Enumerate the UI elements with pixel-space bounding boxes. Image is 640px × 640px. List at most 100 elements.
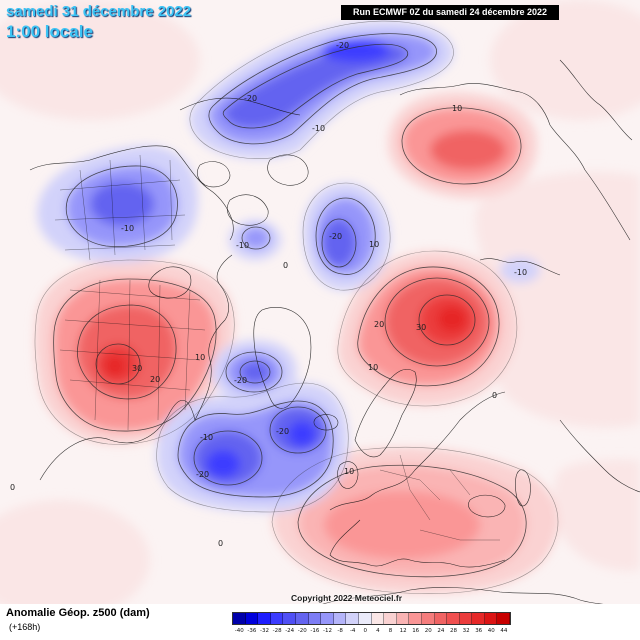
border-line	[59, 279, 206, 431]
contour-label: 20	[150, 375, 160, 384]
coastline	[337, 461, 359, 489]
colorbar-tick-label: 4	[376, 628, 380, 634]
colorbar-tick-label: -12	[323, 628, 332, 634]
contour-label: 0	[10, 483, 15, 492]
colorbar-tick-label: 12	[399, 628, 407, 634]
positive-anomaly-area	[430, 130, 506, 170]
colorbar	[232, 612, 512, 625]
colorbar-tick-label: 24	[437, 628, 445, 634]
colorbar-cell	[358, 613, 372, 624]
colorbar-tick-label: -16	[310, 628, 320, 634]
coastlines	[29, 59, 640, 611]
colorbar-cell	[245, 613, 259, 624]
colorbar-cell	[333, 613, 347, 624]
colorbar-cell	[484, 613, 498, 624]
contour-label: -20	[234, 376, 247, 385]
colorbar-tick-label: 16	[412, 628, 420, 634]
valid-date: samedi 31 décembre 2022	[6, 3, 192, 20]
coastline	[267, 154, 309, 186]
contour-label: -10	[121, 224, 134, 233]
coastline	[194, 254, 233, 421]
colorbar-cell	[283, 613, 296, 624]
negative-anomaly-core	[206, 450, 240, 478]
colorbar-cell	[384, 613, 397, 624]
colorbar-cell	[409, 613, 422, 624]
colorbar-tick-label: 8	[388, 628, 393, 634]
colorbar-cell	[421, 613, 435, 624]
colorbar-cell	[346, 613, 359, 624]
contour-label: 30	[132, 364, 142, 373]
positive-anomaly-area	[324, 491, 480, 559]
colorbar-tick-label: -28	[272, 628, 282, 634]
colorbar-tick-label: 36	[475, 628, 483, 634]
colorbar-tick-label: 40	[487, 628, 495, 634]
contour-labels: -20 -20 -10 10 -10 -20 -10 10 -10 0 20 3…	[10, 41, 527, 548]
forecast-lead-time: (+168h)	[9, 622, 41, 632]
colorbar-cell	[308, 613, 322, 624]
border-line	[54, 154, 186, 261]
colorbar-cell	[270, 613, 284, 624]
negative-anomaly-core	[288, 421, 316, 447]
colorbar-tick-label: -20	[297, 628, 307, 634]
positive-anomaly-core	[104, 356, 126, 376]
coastline	[329, 391, 506, 511]
colorbar-tick-label: 0	[363, 628, 368, 634]
contour-label: -20	[196, 470, 209, 479]
colorbar-tick-label: -8	[337, 628, 343, 634]
colorbar-labels: -40 -36 -32 -28 -24 -20 -16 -12 -8 -4 0 4 8 12 16 20 24 2…	[233, 628, 513, 638]
colorbar-tick-label: -40	[234, 628, 244, 634]
contour-label: -20	[244, 94, 257, 103]
contour-label: 0	[492, 391, 497, 400]
contour-label: 10	[368, 363, 378, 372]
colorbar-cell	[233, 613, 246, 624]
colorbar-tick-label: -24	[285, 628, 295, 634]
coastline	[313, 414, 339, 431]
coastline	[329, 519, 506, 568]
contour-label: -10	[236, 241, 249, 250]
colorbar-cell	[497, 613, 511, 624]
coastline	[29, 145, 234, 241]
colorbar-cell	[258, 613, 271, 624]
contour-label: -20	[329, 232, 342, 241]
coastline	[253, 306, 312, 409]
colorbar-tick-label: -32	[260, 628, 269, 634]
contour-label: 30	[416, 323, 426, 332]
coastline	[319, 587, 640, 611]
colorbar-cell	[321, 613, 334, 624]
contour-label: 10	[369, 240, 379, 249]
legend-title: Anomalie Géop. z500 (dam)	[6, 607, 150, 619]
coastline	[148, 266, 192, 299]
colorbar-tick-label: 20	[424, 628, 432, 634]
contour-label: 20	[374, 320, 384, 329]
coastline	[227, 194, 269, 226]
border-line	[379, 454, 500, 541]
contour-label: -10	[312, 124, 325, 133]
contour-label: 0	[218, 539, 223, 548]
valid-time: 1:00 locale	[6, 22, 93, 41]
political-borders	[54, 154, 500, 541]
colorbar-tick-label: 44	[500, 628, 508, 634]
contour-label: 10	[344, 467, 354, 476]
coastline	[196, 161, 231, 188]
contour-label: -10	[200, 433, 213, 442]
coastline	[468, 494, 506, 518]
colorbar-cell	[447, 613, 460, 624]
colorbar-tick-label: 28	[450, 628, 457, 634]
coastline	[559, 419, 640, 493]
colorbar-cell	[459, 613, 473, 624]
colorbar-tick-label: 32	[462, 628, 470, 634]
coastline	[559, 59, 633, 141]
colorbar-cell	[396, 613, 410, 624]
copyright-notice: Copyright 2022 Meteociel.fr	[291, 593, 403, 603]
colorbar-tick-label: -36	[247, 628, 257, 634]
coastline	[479, 258, 561, 276]
colorbar-cell	[472, 613, 485, 624]
colorbar-cell	[295, 613, 309, 624]
negative-anomaly-area	[90, 182, 154, 226]
contour-label: -20	[336, 41, 349, 50]
coastline	[39, 399, 196, 481]
colorbar-tick-label: -4	[349, 628, 356, 634]
coastline	[399, 83, 631, 241]
